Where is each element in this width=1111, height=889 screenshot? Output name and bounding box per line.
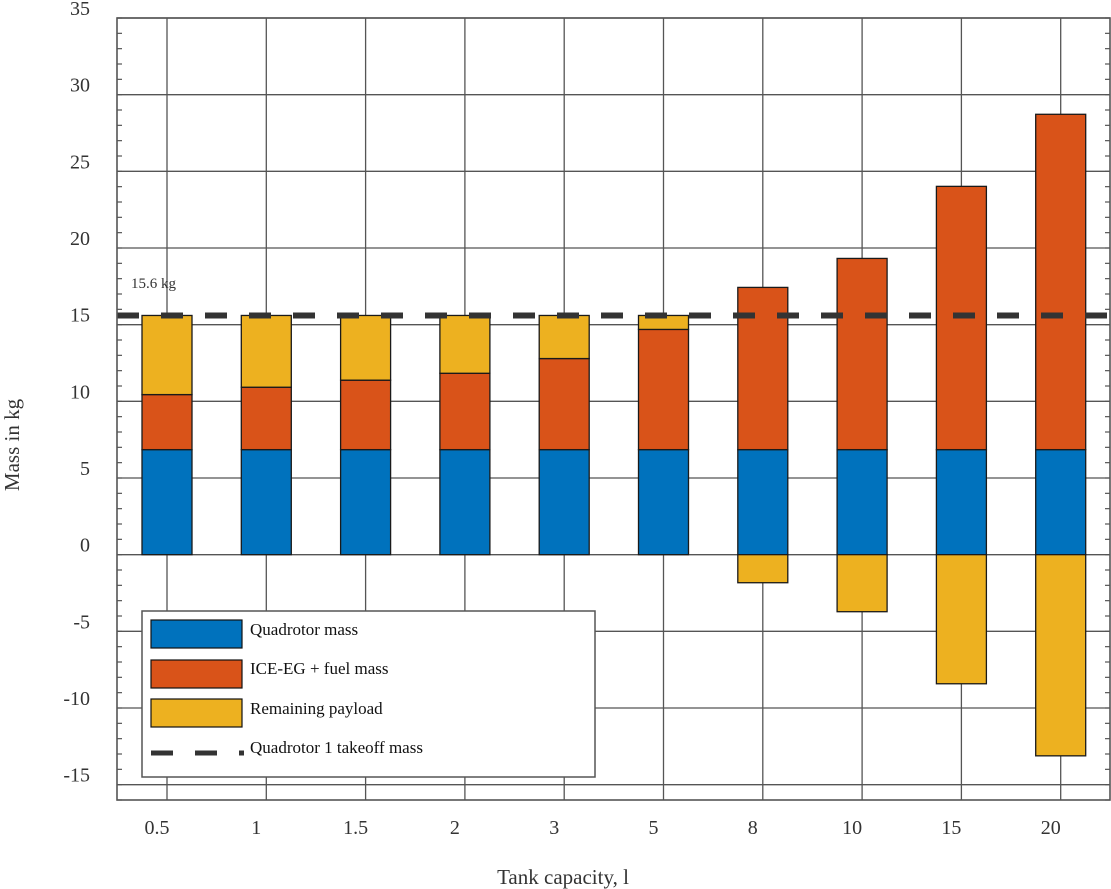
x-axis-title: Tank capacity, l: [497, 865, 629, 889]
axes-frame: [116, 17, 1111, 801]
bar-remaining-payload-0-5: [141, 314, 193, 396]
legend-swatch-remaining-payload: [150, 698, 243, 728]
x-tick-label: 10: [842, 817, 862, 839]
bar-ice-eg-fuel-mass-20: [1035, 113, 1087, 451]
bar-ice-eg-fuel-mass-5: [637, 328, 690, 451]
bar-ice-eg-fuel-mass-8: [737, 286, 789, 451]
y-tick-label: 5: [80, 458, 90, 480]
y-tick-label: -15: [63, 765, 90, 787]
bar-quadrotor-mass-10: [836, 448, 888, 556]
y-tick-label: 20: [70, 228, 90, 250]
bar-ice-eg-fuel-mass-3: [538, 357, 590, 451]
bar-quadrotor-mass-3: [538, 448, 590, 556]
legend-swatch-ice-eg-fuel-mass: [150, 659, 243, 689]
bar-remaining-payload-1: [240, 314, 292, 388]
x-tick-label: 5: [649, 817, 659, 839]
y-tick-label: 15: [70, 305, 90, 327]
legend-label-ice-eg-fuel-mass: ICE-EG + fuel mass: [250, 659, 388, 678]
bar-quadrotor-mass-8: [737, 448, 789, 556]
y-tick-label: 25: [70, 151, 90, 173]
x-tick-label: 1.5: [343, 817, 368, 839]
x-tick-labels: 0.5 1 1.5 2 3 5 8 10 15 20: [145, 817, 1061, 839]
x-tick-label: 1: [251, 817, 261, 839]
y-tick-labels: 35 30 25 20 15 10 5 0 -5 -10 -15: [63, 0, 90, 787]
bar-quadrotor-mass-2: [439, 448, 491, 556]
bar-ice-eg-fuel-mass-1-5: [339, 379, 392, 451]
bar-quadrotor-mass-0-5: [141, 448, 193, 556]
bar-ice-eg-fuel-mass-0-5: [141, 393, 193, 451]
bar-quadrotor-mass-1-5: [339, 448, 392, 556]
y-tick-label: 10: [70, 381, 90, 403]
y-axis-title: Mass in kg: [0, 398, 24, 491]
bar-ice-eg-fuel-mass-2: [439, 372, 491, 451]
bar-remaining-payload-3: [538, 314, 590, 360]
bar-remaining-payload-10: [836, 554, 888, 613]
x-tick-label: 20: [1041, 817, 1061, 839]
bar-quadrotor-mass-20: [1035, 448, 1087, 556]
bar-ice-eg-fuel-mass-1: [240, 386, 292, 451]
legend-label-remaining-payload: Remaining payload: [250, 699, 383, 718]
y-tick-label: 35: [70, 0, 90, 20]
bar-remaining-payload-1-5: [339, 314, 392, 381]
bar-remaining-payload-8: [737, 554, 789, 584]
legend-label-quadrotor-mass: Quadrotor mass: [250, 620, 358, 639]
y-tick-label: 0: [80, 535, 90, 557]
bar-quadrotor-mass-15: [935, 448, 988, 556]
x-tick-label: 0.5: [145, 817, 170, 839]
bar-ice-eg-fuel-mass-10: [836, 257, 888, 451]
bar-remaining-payload-20: [1035, 554, 1087, 757]
x-tick-label: 3: [549, 817, 559, 839]
y-tick-label: -5: [73, 611, 90, 633]
y-tick-label: -10: [63, 688, 90, 710]
legend: Quadrotor mass ICE-EG + fuel mass Remain…: [141, 610, 596, 778]
bar-remaining-payload-15: [935, 554, 988, 685]
plot-frame: [116, 17, 1111, 801]
reference-annotation: 15.6 kg: [131, 276, 177, 292]
bar-quadrotor-mass-5: [637, 448, 690, 556]
x-tick-label: 15: [941, 817, 961, 839]
legend-label-takeoff-mass: Quadrotor 1 takeoff mass: [250, 738, 423, 757]
bar-quadrotor-mass-1: [240, 448, 292, 556]
y-tick-label: 30: [70, 75, 90, 97]
bars: [141, 113, 1087, 757]
x-tick-label: 2: [450, 817, 460, 839]
x-tick-label: 8: [748, 817, 758, 839]
bar-remaining-payload-2: [439, 314, 491, 374]
legend-swatch-quadrotor-mass: [150, 619, 243, 649]
